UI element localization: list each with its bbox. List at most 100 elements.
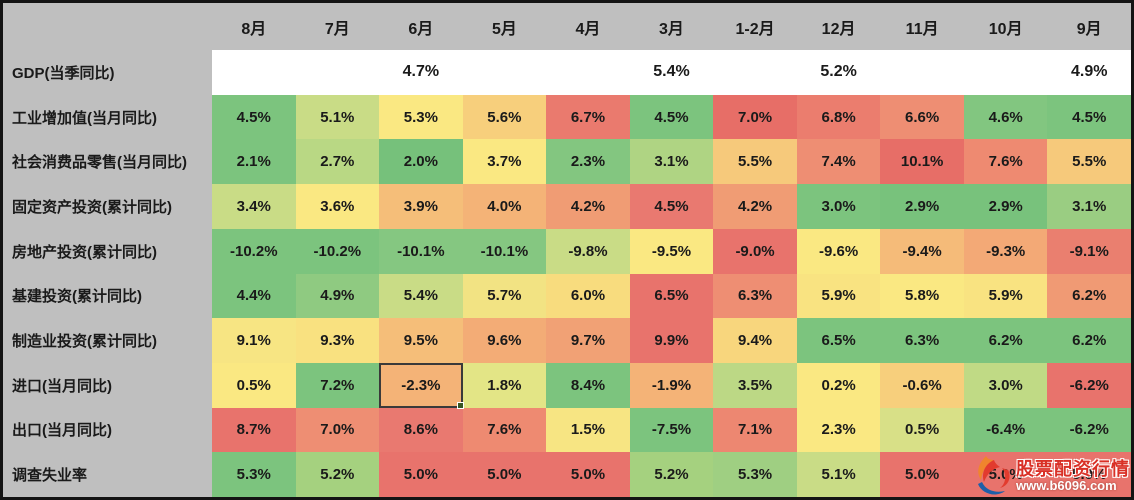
heatmap-cell[interactable]: 9.5% xyxy=(379,318,463,363)
heatmap-cell[interactable]: 5.1% xyxy=(295,94,380,140)
row-label-cell[interactable]: 社会消费品零售(当月同比) xyxy=(12,154,187,172)
row-label-cell[interactable]: 固定资产投资(累计同比) xyxy=(12,198,172,216)
heatmap-cell[interactable]: 5.5% xyxy=(1047,139,1131,185)
heatmap-cell[interactable] xyxy=(713,50,797,95)
heatmap-cell[interactable]: 5.0% xyxy=(379,452,463,497)
heatmap-cell[interactable]: 3.0% xyxy=(796,184,881,229)
heatmap-cell[interactable]: 4.4% xyxy=(212,273,296,319)
heatmap-cell[interactable] xyxy=(963,50,1048,95)
heatmap-cell[interactable]: 5.8% xyxy=(880,273,964,319)
row-label-cell[interactable]: 出口(当月同比) xyxy=(12,422,112,440)
heatmap-cell[interactable]: -9.4% xyxy=(880,228,964,274)
month-header-10[interactable]: 10月 xyxy=(988,20,1023,38)
heatmap-cell[interactable]: 5.0% xyxy=(462,452,547,497)
heatmap-cell[interactable]: 2.0% xyxy=(379,139,463,185)
heatmap-cell[interactable]: 8.7% xyxy=(212,407,296,453)
heatmap-cell[interactable]: 6.2% xyxy=(963,318,1048,363)
row-label-cell[interactable]: GDP(当季同比) xyxy=(12,64,115,82)
month-header-9[interactable]: 11月 xyxy=(905,20,939,38)
heatmap-cell[interactable]: 6.7% xyxy=(546,94,630,140)
heatmap-cell[interactable]: 2.1% xyxy=(212,139,296,185)
heatmap-cell[interactable]: 2.3% xyxy=(796,407,881,453)
heatmap-cell[interactable]: 0.5% xyxy=(212,362,296,408)
heatmap-cell[interactable]: -1.9% xyxy=(629,362,714,408)
heatmap-cell[interactable]: 5.0% xyxy=(1047,452,1131,497)
heatmap-cell[interactable]: -9.8% xyxy=(546,228,630,274)
row-label-cell[interactable]: 房地产投资(累计同比) xyxy=(12,243,157,261)
heatmap-cell[interactable]: 0.2% xyxy=(796,362,881,408)
heatmap-cell[interactable] xyxy=(295,50,380,95)
heatmap-cell[interactable]: 5.9% xyxy=(796,273,881,319)
heatmap-cell[interactable]: 6.6% xyxy=(880,94,964,140)
month-header-5[interactable]: 4月 xyxy=(575,20,601,38)
heatmap-cell[interactable]: 4.7% xyxy=(379,50,463,95)
heatmap-cell[interactable]: 6.2% xyxy=(1047,318,1131,363)
heatmap-cell[interactable]: 3.5% xyxy=(713,362,797,408)
heatmap-cell[interactable]: 7.6% xyxy=(462,407,547,453)
heatmap-cell[interactable]: 4.2% xyxy=(546,184,630,229)
heatmap-cell[interactable]: 9.7% xyxy=(546,318,630,363)
heatmap-cell[interactable]: 5.4% xyxy=(629,50,714,95)
heatmap-cell[interactable]: -9.5% xyxy=(629,228,714,274)
row-label-cell[interactable]: 基建投资(累计同比) xyxy=(12,288,142,306)
heatmap-cell[interactable]: -9.0% xyxy=(713,228,797,274)
heatmap-cell[interactable]: 6.2% xyxy=(1047,273,1131,319)
heatmap-cell[interactable]: -10.2% xyxy=(212,228,296,274)
month-header-3[interactable]: 6月 xyxy=(408,20,434,38)
row-label-cell[interactable]: 制造业投资(累计同比) xyxy=(12,333,157,351)
row-label-cell[interactable]: 进口(当月同比) xyxy=(12,377,112,395)
heatmap-cell[interactable]: 6.5% xyxy=(629,273,714,319)
row-label-cell[interactable]: 调查失业率 xyxy=(12,467,88,485)
heatmap-cell[interactable]: 1.8% xyxy=(462,362,547,408)
heatmap-cell[interactable]: 9.3% xyxy=(295,318,380,363)
heatmap-cell[interactable]: -10.1% xyxy=(462,228,547,274)
month-header-4[interactable]: 5月 xyxy=(491,20,517,38)
heatmap-cell[interactable]: 5.3% xyxy=(713,452,797,497)
heatmap-cell[interactable]: 6.0% xyxy=(546,273,630,319)
heatmap-cell[interactable]: 5.0% xyxy=(963,452,1048,497)
heatmap-cell[interactable]: 7.4% xyxy=(796,139,881,185)
month-header-8[interactable]: 12月 xyxy=(821,20,856,38)
heatmap-cell[interactable]: 5.0% xyxy=(546,452,630,497)
heatmap-cell[interactable]: -6.2% xyxy=(1047,362,1131,408)
heatmap-cell[interactable]: 6.3% xyxy=(880,318,964,363)
heatmap-cell[interactable]: 2.9% xyxy=(880,184,964,229)
heatmap-cell[interactable]: 5.4% xyxy=(379,273,463,319)
heatmap-cell[interactable]: 8.4% xyxy=(546,362,630,408)
heatmap-cell[interactable] xyxy=(546,50,630,95)
heatmap-cell[interactable]: 6.3% xyxy=(713,273,797,319)
heatmap-cell[interactable] xyxy=(212,50,296,95)
month-header-7[interactable]: 1-2月 xyxy=(735,20,775,38)
month-header-1[interactable]: 8月 xyxy=(241,20,267,38)
heatmap-cell[interactable]: -6.4% xyxy=(963,407,1048,453)
heatmap-cell[interactable]: 2.9% xyxy=(963,184,1048,229)
month-header-2[interactable]: 7月 xyxy=(324,20,350,38)
heatmap-cell[interactable]: 5.6% xyxy=(462,94,547,140)
heatmap-cell[interactable]: 4.9% xyxy=(1047,50,1131,95)
heatmap-cell[interactable]: 4.2% xyxy=(713,184,797,229)
heatmap-cell[interactable]: 9.9% xyxy=(629,318,714,363)
heatmap-cell[interactable]: 3.4% xyxy=(212,184,296,229)
heatmap-cell[interactable]: -9.3% xyxy=(963,228,1048,274)
heatmap-cell[interactable]: 9.4% xyxy=(713,318,797,363)
month-header-11[interactable]: 9月 xyxy=(1076,20,1102,38)
heatmap-cell[interactable]: 4.0% xyxy=(462,184,547,229)
heatmap-cell[interactable]: 1.5% xyxy=(546,407,630,453)
heatmap-cell[interactable]: 7.0% xyxy=(295,407,380,453)
heatmap-cell[interactable]: 5.1% xyxy=(796,452,881,497)
heatmap-cell[interactable] xyxy=(462,50,547,95)
heatmap-cell[interactable]: 5.3% xyxy=(212,452,296,497)
fill-handle[interactable] xyxy=(456,401,464,409)
heatmap-cell[interactable]: 9.1% xyxy=(212,318,296,363)
selected-cell[interactable]: -2.3% xyxy=(379,362,464,409)
heatmap-cell[interactable]: 4.5% xyxy=(212,94,296,140)
heatmap-cell[interactable]: -7.5% xyxy=(629,407,714,453)
heatmap-cell[interactable]: -10.2% xyxy=(295,228,380,274)
heatmap-cell[interactable]: 5.3% xyxy=(379,94,463,140)
heatmap-cell[interactable]: 7.2% xyxy=(295,362,380,408)
heatmap-cell[interactable]: 5.5% xyxy=(713,139,797,185)
heatmap-cell[interactable]: 3.6% xyxy=(295,184,380,229)
heatmap-cell[interactable]: 8.6% xyxy=(379,407,463,453)
heatmap-cell[interactable]: 4.6% xyxy=(963,94,1048,140)
heatmap-cell[interactable]: 5.2% xyxy=(796,50,881,95)
